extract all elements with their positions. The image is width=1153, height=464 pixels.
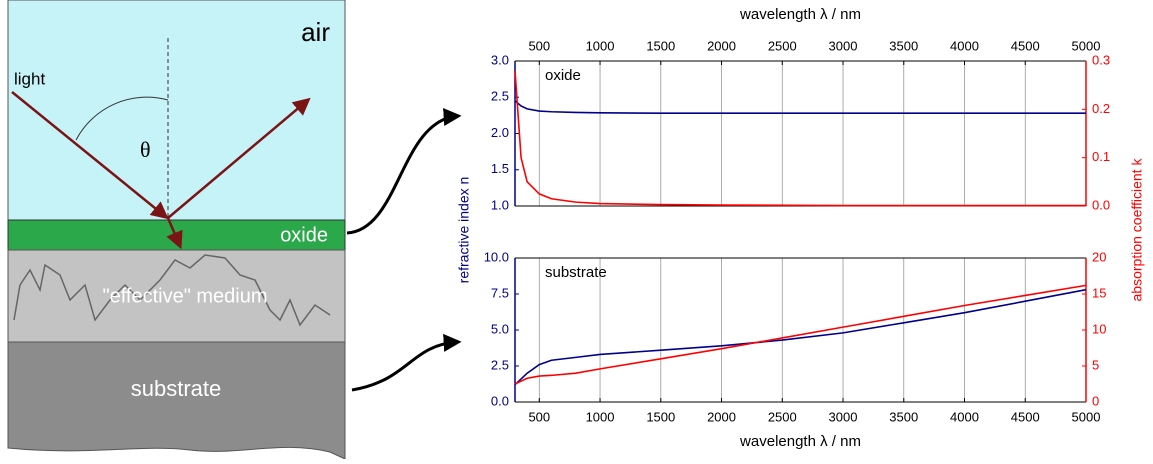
angle-label: θ [140,137,151,162]
y2-tick-label: 0.2 [1092,101,1110,116]
substrate-label: substrate [131,376,222,401]
x-tick-label: 500 [528,38,550,53]
x-tick-label: 5000 [1072,38,1101,53]
refracted-ray [166,217,183,250]
series-line [514,100,1086,114]
y2-tick-label: 20 [1092,249,1106,264]
x-tick-label: 1500 [646,409,675,424]
x-tick-label: 4500 [1011,38,1040,53]
x-tick-label: 3000 [829,38,858,53]
series-line [514,284,1087,385]
diagram: air light θ oxide "effective" medium sub… [7,0,462,460]
y-tick-label: 2.5 [491,357,509,372]
y-tick-label: 1.5 [491,161,509,176]
y-tick-label: 1.0 [491,197,509,212]
x-axis-label: wavelength λ / nm [739,433,861,450]
x-tick-label: 3000 [829,409,858,424]
rough-boundary [13,254,331,327]
x-tick-label: 1000 [586,38,615,53]
y-tick-label: 5.0 [491,321,509,336]
y2-tick-label: 15 [1092,285,1106,300]
medium-label: "effective" medium [102,285,267,307]
y2-tick-label: 0.0 [1092,197,1110,212]
y2-tick-label: 0.1 [1092,149,1110,164]
angle-arc [75,96,169,141]
x-tick-label: 3500 [889,409,918,424]
y-tick-label: 2.5 [491,89,509,104]
series-line [514,70,1086,207]
x-tick-label: 3500 [889,38,918,53]
x-tick-label: 4000 [950,38,979,53]
substrate-layer [7,341,346,460]
x-tick-label: 500 [528,409,550,424]
x-tick-label: 4500 [1011,409,1040,424]
panel-label: oxide [545,67,581,84]
series-line [514,288,1087,386]
panel-label: substrate [545,264,607,281]
x-tick-label: 2000 [707,38,736,53]
y-tick-label: 3.0 [491,52,509,67]
reflected-ray [167,97,311,219]
incident-ray [11,91,169,220]
light-label: light [14,69,45,88]
y-axis-label: refractive index n [456,177,472,284]
x-tick-label: 2500 [768,38,797,53]
y-tick-label: 0.0 [491,393,509,408]
y-tick-label: 10.0 [484,249,509,264]
air-layer [7,0,346,221]
connector-arrow [346,108,462,235]
x-tick-label: 2500 [768,409,797,424]
x-axis-label: wavelength λ / nm [739,6,861,23]
oxide-label: oxide [280,224,328,246]
y2-axis-label: absorption coefficient k [1129,158,1145,302]
x-tick-label: 4000 [950,409,979,424]
x-tick-label: 1500 [646,38,675,53]
connector-arrow [351,333,462,392]
y2-tick-label: 0.3 [1092,52,1110,67]
x-tick-label: 2000 [707,409,736,424]
x-tick-label: 1000 [586,409,615,424]
air-label: air [301,17,330,47]
y-tick-label: 2.0 [491,125,509,140]
y2-tick-label: 5 [1092,357,1099,372]
y2-tick-label: 10 [1092,321,1106,336]
y2-tick-label: 0 [1092,393,1099,408]
x-tick-label: 5000 [1072,409,1101,424]
y-tick-label: 7.5 [491,285,509,300]
